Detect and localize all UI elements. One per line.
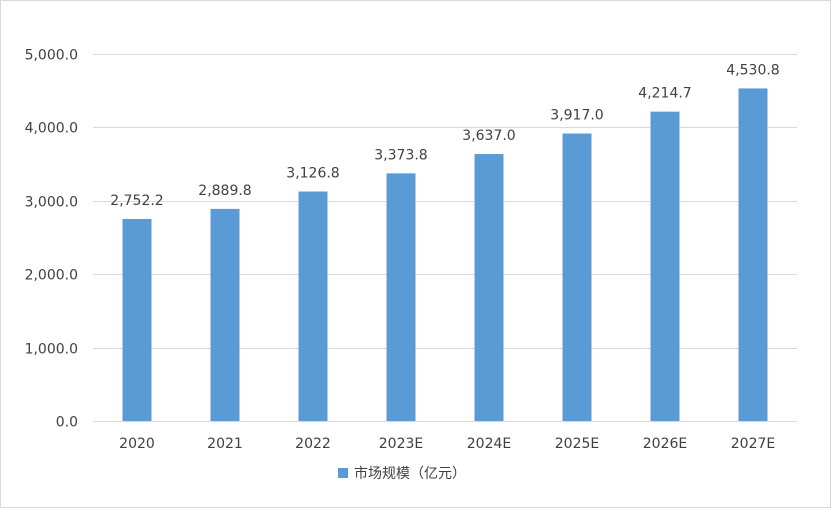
data-label-2027E: 4,530.8 — [726, 62, 779, 78]
data-label-2022: 3,126.8 — [286, 165, 339, 181]
data-label-2024E: 3,637.0 — [462, 128, 515, 144]
x-axis-tick-labels: 2020 2021 2022 2023E 2024E 2025E 2026E 2027E — [119, 436, 775, 452]
data-label-2026E: 4,214.7 — [638, 86, 691, 102]
data-labels: 2,752.2 2,889.8 3,126.8 3,373.8 3,637.0 3,917… — [110, 62, 779, 209]
x-tick-label-2025E: 2025E — [555, 436, 599, 452]
x-tick-label-2026E: 2026E — [643, 436, 687, 452]
y-tick-label: 0.0 — [56, 415, 78, 431]
bar-2024E — [474, 154, 504, 422]
y-tick-label: 1,000.0 — [25, 342, 78, 358]
x-tick-label-2022: 2022 — [295, 436, 331, 452]
data-label-2020: 2,752.2 — [110, 193, 163, 209]
bar-2027E — [738, 88, 768, 422]
data-label-2023E: 3,373.8 — [374, 147, 427, 163]
x-tick-label-2020: 2020 — [119, 436, 155, 452]
y-axis-tick-labels: 0.0 1,000.0 2,000.0 3,000.0 4,000.0 5,000.0 — [25, 48, 78, 431]
bar-2022 — [298, 191, 328, 421]
x-tick-label-2024E: 2024E — [467, 436, 511, 452]
y-tick-label: 2,000.0 — [25, 268, 78, 284]
data-label-2021: 2,889.8 — [198, 183, 251, 199]
y-tick-label: 5,000.0 — [25, 48, 78, 64]
x-tick-label-2023E: 2023E — [379, 436, 423, 452]
legend-label: 市场规模（亿元） — [354, 465, 466, 482]
data-label-2025E: 3,917.0 — [550, 107, 603, 123]
bar-2021 — [210, 208, 240, 421]
bars — [122, 88, 768, 422]
x-tick-label-2027E: 2027E — [731, 436, 775, 452]
gridlines — [93, 54, 797, 422]
legend: 市场规模（亿元） — [338, 465, 466, 482]
x-tick-label-2021: 2021 — [207, 436, 243, 452]
y-tick-label: 3,000.0 — [25, 195, 78, 211]
y-tick-label: 4,000.0 — [25, 121, 78, 137]
bar-2020 — [122, 218, 152, 421]
legend-swatch — [338, 468, 348, 478]
bar-2025E — [562, 133, 592, 422]
bar-2023E — [386, 173, 416, 421]
bar-2026E — [650, 111, 680, 421]
